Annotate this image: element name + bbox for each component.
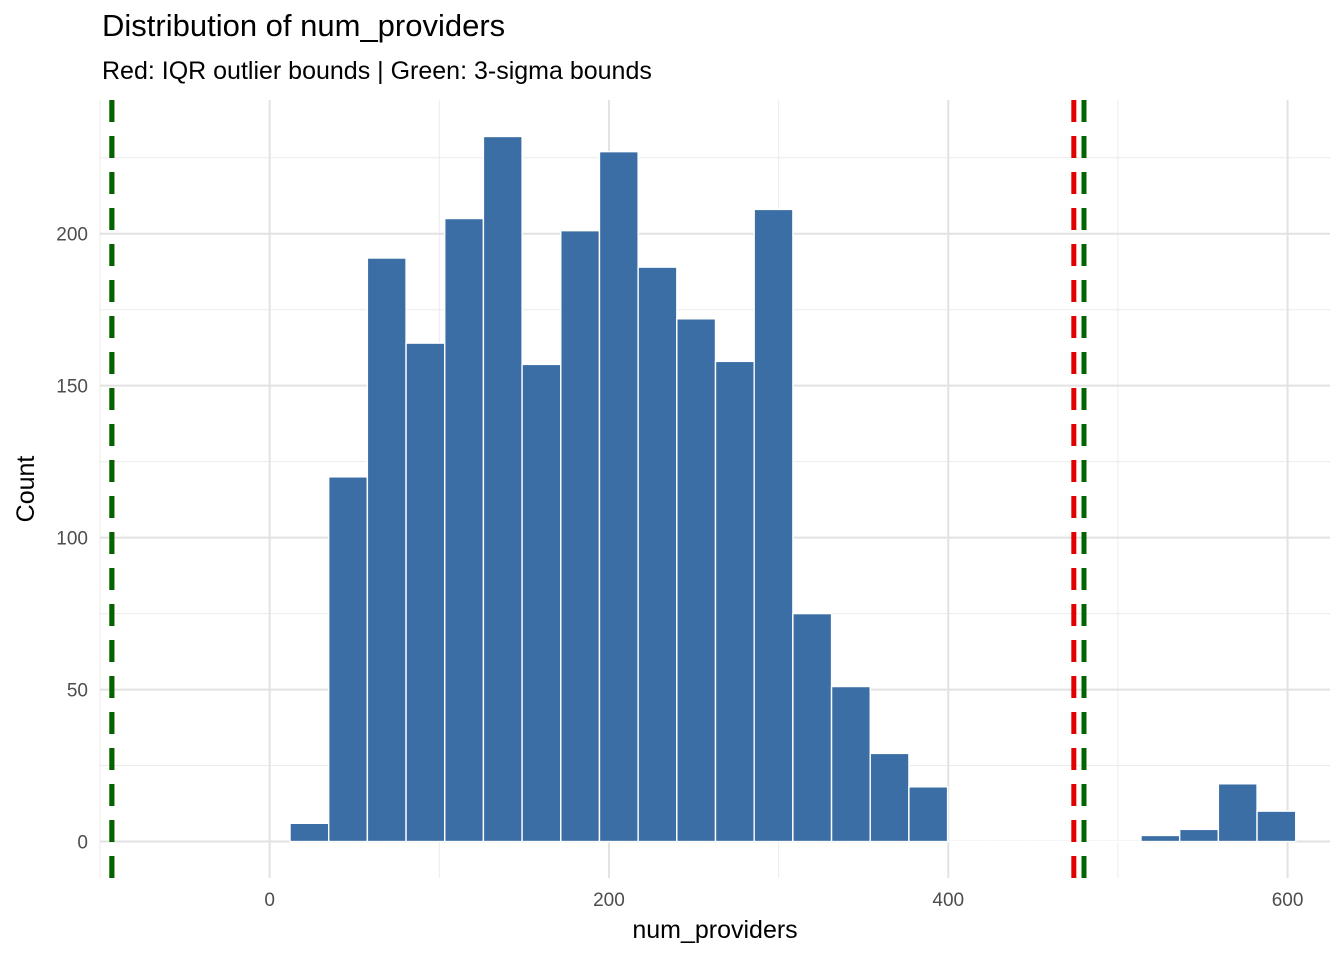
y-tick-label: 50 (67, 681, 88, 702)
x-axis-tick-labels: 0 200 400 600 (264, 890, 1303, 911)
chart-subtitle: Red: IQR outlier bounds | Green: 3-sigma… (102, 57, 652, 85)
reference-lines (109, 100, 1087, 878)
histogram-bar (482, 135, 523, 843)
histogram-bar (444, 217, 485, 843)
histogram-bar (946, 840, 987, 843)
histogram-bar (830, 685, 871, 843)
histogram-bar (1140, 834, 1181, 843)
x-tick-label: 600 (1272, 890, 1304, 911)
histogram-bar (637, 266, 678, 843)
histogram-bar (869, 752, 910, 843)
y-axis-title: Count (12, 456, 40, 523)
y-tick-label: 200 (56, 225, 88, 246)
histogram-bar (560, 229, 601, 843)
x-tick-label: 400 (932, 890, 964, 911)
histogram-bar (985, 840, 1026, 843)
histogram-bar (1101, 840, 1142, 843)
histogram-bar (327, 476, 369, 843)
y-tick-label: 100 (56, 529, 88, 550)
histogram-bar (1024, 840, 1065, 843)
histogram-bars (289, 135, 1297, 843)
histogram-bar (676, 318, 717, 843)
chart-title: Distribution of num_providers (102, 8, 506, 43)
y-tick-label: 0 (77, 833, 88, 854)
y-tick-label: 150 (56, 377, 88, 398)
histogram-bar (1256, 810, 1297, 843)
histogram-bar (908, 786, 949, 843)
histogram-bar (289, 822, 330, 843)
histogram-bar (598, 150, 639, 843)
histogram-bar (792, 612, 833, 843)
histogram-bar (714, 360, 755, 843)
histogram-bar (405, 342, 446, 843)
y-axis-tick-labels: 0 50 100 150 200 (56, 225, 88, 854)
x-tick-label: 0 (264, 890, 275, 911)
histogram-bar (366, 257, 407, 843)
histogram-bar (1178, 828, 1220, 843)
histogram-bar (753, 208, 794, 843)
histogram-bar (1217, 783, 1258, 843)
x-tick-label: 200 (593, 890, 625, 911)
histogram-bar (521, 363, 562, 843)
x-axis-title: num_providers (632, 916, 797, 944)
